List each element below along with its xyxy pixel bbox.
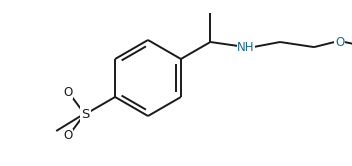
Text: O: O — [63, 129, 73, 142]
Text: NH: NH — [237, 41, 255, 54]
Text: O: O — [335, 36, 344, 48]
Text: O: O — [63, 86, 73, 99]
Text: S: S — [81, 108, 90, 121]
